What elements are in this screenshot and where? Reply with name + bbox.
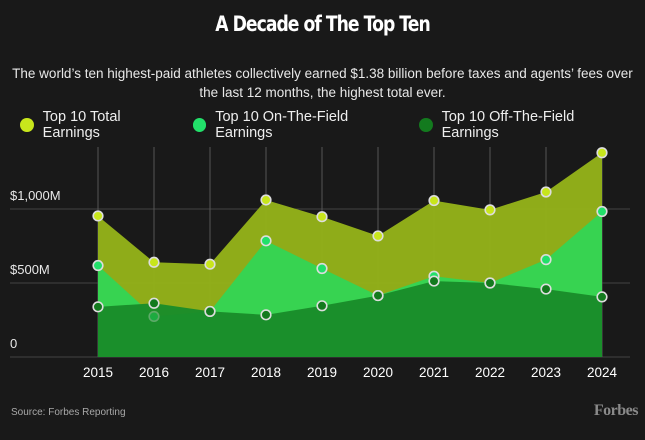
x-tick-label: 2024 [587, 365, 618, 380]
data-point-off-field [316, 300, 328, 312]
area-off-field [98, 281, 602, 357]
data-point-total [372, 230, 384, 242]
data-point-total [316, 211, 328, 223]
legend-label: Top 10 Total Earnings [42, 109, 121, 141]
x-tick-label: 2018 [251, 365, 281, 380]
data-point-total [428, 194, 440, 207]
legend-swatch [418, 118, 433, 132]
legend-item-off-field: Top 10 Off-The-Field Earnings [418, 109, 631, 141]
data-point-total [596, 147, 608, 159]
legend-swatch [20, 118, 34, 132]
data-point-on-field [316, 262, 328, 275]
legend-item-on-field: Top 10 On-The-Field Earnings [192, 109, 405, 141]
y-tick-label: $500M [10, 262, 50, 277]
data-point-off-field [204, 305, 216, 318]
data-point-total [484, 204, 496, 216]
data-point-off-field [92, 301, 104, 313]
data-point-off-field [260, 309, 272, 321]
x-tick-label: 2023 [531, 365, 561, 380]
data-point-on-field [148, 310, 160, 323]
data-point-total [540, 186, 552, 198]
data-point-off-field [540, 283, 552, 295]
y-tick-label: 0 [10, 336, 17, 351]
legend-label: Top 10 Off-The-Field Earnings [441, 109, 575, 141]
data-point-on-field [260, 235, 272, 247]
y-tick-label: $1,000M [10, 188, 61, 203]
legend-item-total: Top 10 Total Earnings [20, 109, 179, 141]
chart-title: A Decade of The Top Ten [215, 12, 430, 36]
legend-label: Top 10 On-The-Field Earnings [215, 109, 349, 141]
chart-subtitle: The world’s ten highest-paid athletes co… [12, 66, 633, 100]
data-point-off-field [148, 297, 160, 309]
data-point-total [260, 194, 272, 206]
x-tick-label: 2015 [83, 365, 113, 380]
x-tick-label: 2019 [307, 365, 337, 380]
data-point-off-field [428, 275, 440, 287]
legend-swatch [192, 118, 207, 132]
data-point-off-field [596, 291, 608, 303]
data-point-on-field [540, 254, 552, 266]
x-tick-label: 2021 [419, 365, 449, 380]
forbes-logo: Forbes [593, 402, 639, 419]
legend: Top 10 Total Earnings Top 10 On-The-Fiel… [20, 109, 645, 141]
data-point-on-field [596, 205, 608, 218]
data-point-on-field [92, 259, 104, 272]
data-point-off-field [484, 277, 496, 289]
x-tick-label: 2022 [475, 365, 505, 380]
x-tick-label: 2016 [139, 365, 169, 380]
x-tick-label: 2017 [195, 365, 225, 380]
data-point-total [92, 210, 104, 222]
data-point-total [204, 258, 216, 270]
data-point-total [148, 256, 160, 268]
x-tick-label: 2020 [363, 365, 393, 380]
source-note: Source: Forbes Reporting [11, 407, 126, 418]
data-point-off-field [372, 289, 384, 302]
